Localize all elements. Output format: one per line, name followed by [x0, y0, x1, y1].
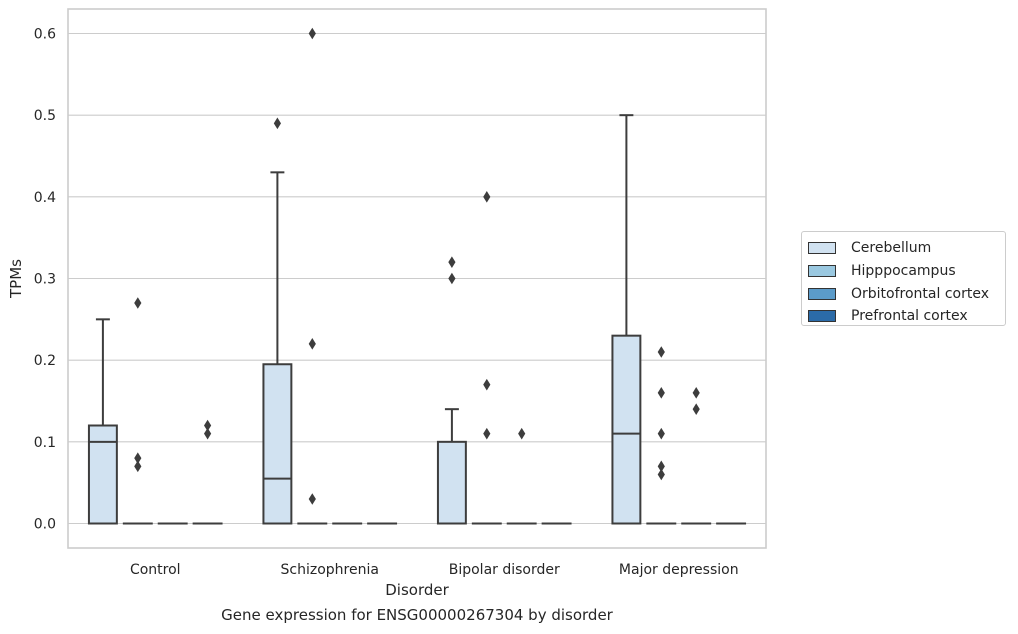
legend-item-prefrontal-cortex: Prefrontal cortex [808, 305, 1005, 328]
legend-label-orbitofrontal-cortex: Orbitofrontal cortex [851, 285, 989, 302]
y-tick-label: 0.6 [34, 27, 56, 43]
x-axis-label: Disorder [385, 581, 449, 599]
outlier-control-prefrontal-cortex [204, 427, 212, 440]
legend-swatch-orbitofrontal-cortex [808, 287, 836, 300]
legend-swatch-prefrontal-cortex [808, 310, 836, 323]
outlier-major-depression-hipppocampus [657, 468, 665, 481]
box-bipolar-disorder-cerebellum [436, 440, 467, 525]
legend-item-orbitofrontal-cortex: Orbitofrontal cortex [808, 282, 1005, 305]
x-tick-label-major-depression: Major depression [619, 562, 739, 578]
outlier-schizophrenia-hipppocampus [308, 27, 316, 40]
outlier-control-hipppocampus [134, 452, 142, 464]
outlier-major-depression-orbitofrontal-cortex [692, 387, 700, 399]
outlier-major-depression-hipppocampus [657, 387, 665, 399]
legend-label-prefrontal-cortex: Prefrontal cortex [851, 308, 968, 325]
plot-frame [67, 8, 767, 549]
figure-caption: Gene expression for ENSG00000267304 by d… [221, 606, 613, 624]
outlier-schizophrenia-hipppocampus [308, 493, 316, 505]
outlier-major-depression-orbitofrontal-cortex [692, 403, 700, 415]
outlier-control-prefrontal-cortex [204, 419, 212, 432]
outlier-schizophrenia-cerebellum [273, 117, 281, 130]
legend-item-cerebellum: Cerebellum [808, 237, 1005, 260]
outlier-major-depression-hipppocampus [657, 460, 665, 473]
box-schizophrenia-cerebellum [262, 363, 293, 525]
legend-label-hippocampus: Hipppocampus [851, 263, 956, 280]
outlier-control-hipppocampus [134, 460, 142, 473]
y-tick-label: 0.1 [34, 435, 56, 451]
outlier-bipolar-disorder-cerebellum [448, 256, 456, 268]
y-tick-label: 0.5 [34, 108, 56, 124]
outlier-bipolar-disorder-hipppocampus [483, 191, 491, 203]
y-tick-label: 0.0 [34, 517, 56, 533]
outlier-bipolar-disorder-hipppocampus [483, 427, 491, 440]
x-tick-label-bipolar-disorder: Bipolar disorder [449, 562, 560, 578]
outlier-schizophrenia-hipppocampus [308, 338, 316, 350]
outlier-major-depression-hipppocampus [657, 427, 665, 440]
y-tick-label: 0.4 [34, 190, 56, 206]
x-tick-label-schizophrenia: Schizophrenia [281, 562, 379, 578]
y-tick-label: 0.2 [34, 353, 56, 369]
x-tick-label-control: Control [130, 562, 181, 578]
y-axis-label: TPMs [7, 259, 25, 299]
outlier-bipolar-disorder-cerebellum [448, 272, 456, 285]
legend-swatch-cerebellum [808, 242, 836, 255]
legend-swatch-hippocampus [808, 265, 836, 278]
box-control-cerebellum [87, 424, 118, 525]
y-tick-label: 0.3 [34, 272, 56, 288]
outlier-major-depression-hipppocampus [657, 346, 665, 358]
legend-label-cerebellum: Cerebellum [851, 240, 932, 257]
box-major-depression-cerebellum [611, 334, 642, 525]
legend-item-hippocampus: Hipppocampus [808, 260, 1005, 283]
legend: Cerebellum Hipppocampus Orbitofrontal co… [801, 231, 1006, 326]
outlier-control-hipppocampus [134, 297, 142, 309]
outlier-bipolar-disorder-hipppocampus [483, 378, 491, 391]
outlier-bipolar-disorder-orbitofrontal-cortex [518, 427, 526, 440]
